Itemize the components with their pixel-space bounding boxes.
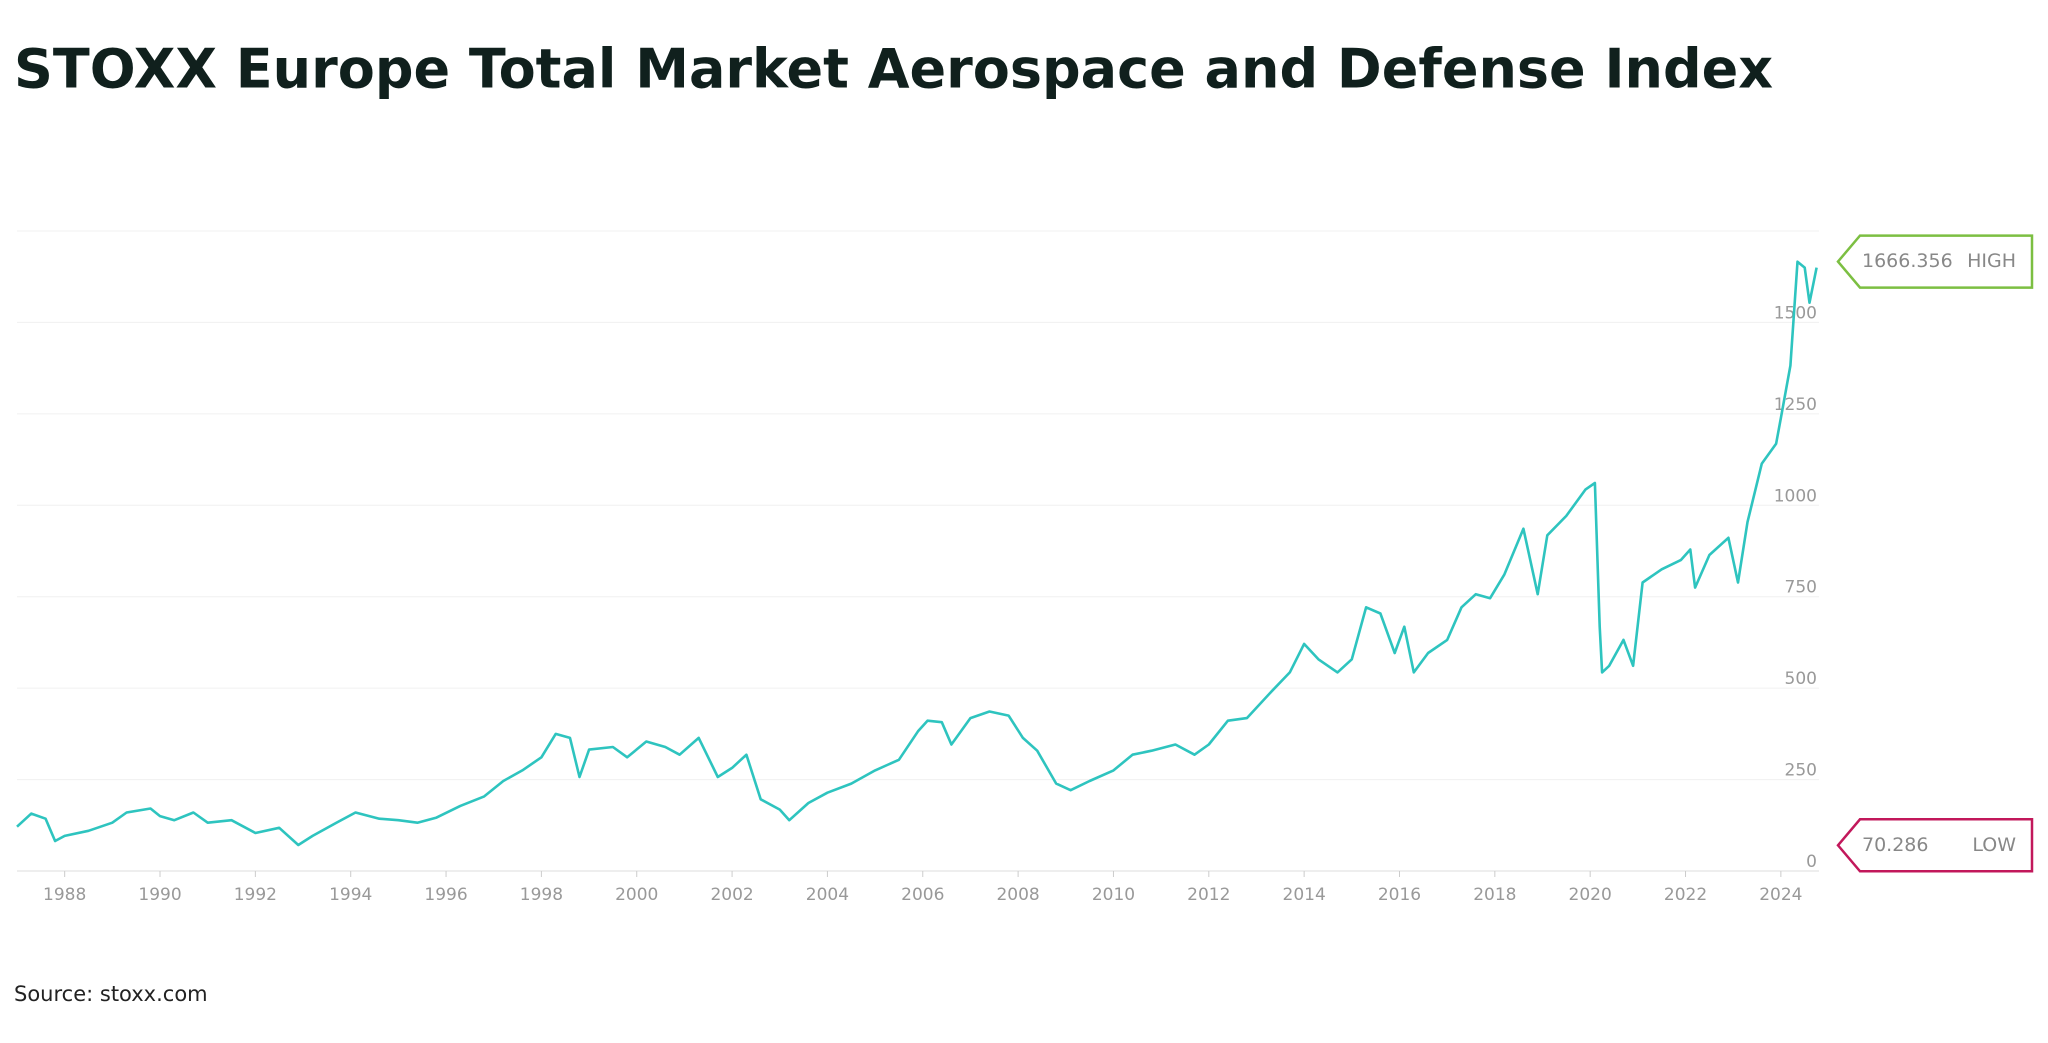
y-tick-label: 1250 xyxy=(1774,395,1817,415)
x-tick-label: 2016 xyxy=(1378,885,1421,905)
y-tick-label: 250 xyxy=(1785,761,1817,781)
x-tick-label: 1998 xyxy=(520,885,563,905)
x-tick-label: 2020 xyxy=(1569,885,1612,905)
line-series xyxy=(16,260,1818,847)
x-tick-label: 2008 xyxy=(996,885,1039,905)
annotation-label: LOW xyxy=(1972,834,2016,856)
x-tick-label: 2006 xyxy=(901,885,944,905)
x-tick-label: 1992 xyxy=(234,885,277,905)
chart-title: STOXX Europe Total Market Aerospace and … xyxy=(14,38,1773,101)
x-tick-label: 1994 xyxy=(329,885,372,905)
x-tick-label: 2002 xyxy=(710,885,753,905)
annotation-value: 70.286 xyxy=(1862,834,1928,856)
x-tick-label: 2024 xyxy=(1759,885,1802,905)
x-tick-label: 2004 xyxy=(806,885,849,905)
y-tick-label: 500 xyxy=(1785,669,1817,689)
annotation-box xyxy=(1836,234,2034,289)
x-tick-label: 2022 xyxy=(1664,885,1707,905)
y-tick-label: 1500 xyxy=(1774,303,1817,323)
y-tick-label: 750 xyxy=(1785,578,1817,598)
x-tick-label: 2000 xyxy=(615,885,658,905)
x-tick-label: 1996 xyxy=(424,885,467,905)
x-tick-label: 1990 xyxy=(138,885,181,905)
annotation-label: HIGH xyxy=(1967,250,2016,272)
x-tick-label: 1988 xyxy=(43,885,86,905)
x-tick-label: 2010 xyxy=(1092,885,1135,905)
y-tick-label: 0 xyxy=(1806,852,1817,872)
x-tick-label: 2018 xyxy=(1473,885,1516,905)
x-tick-label: 2012 xyxy=(1187,885,1230,905)
annotation-box xyxy=(1836,818,2034,873)
source: Source: stoxx.com xyxy=(14,982,208,1006)
y-tick-label: 1000 xyxy=(1774,486,1817,506)
x-tick-label: 2014 xyxy=(1283,885,1326,905)
annotation-value: 1666.356 xyxy=(1862,250,1953,272)
